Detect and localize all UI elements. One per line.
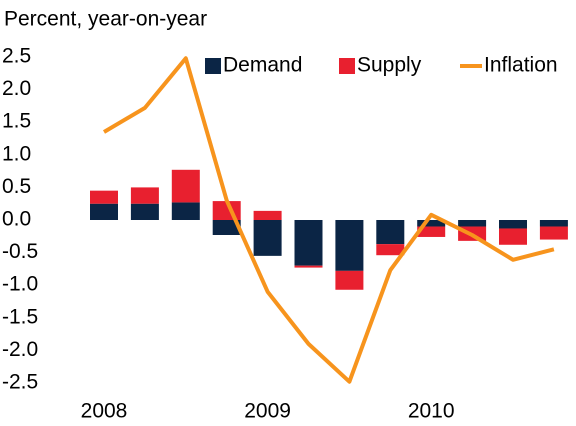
chart-title: Percent, year-on-year [4,8,207,31]
y-tick-label: -1.5 [2,305,38,328]
y-tick-label: -1.0 [2,273,38,296]
y-tick-label: 2.5 [2,45,31,68]
legend-swatch [339,58,355,74]
bar [539,226,568,240]
bar [417,220,446,227]
y-tick-label: 2.0 [2,77,31,100]
bar [253,220,282,256]
bar [499,220,527,229]
bar [130,187,159,204]
bar [253,210,282,220]
y-tick-label: -0.5 [2,240,38,263]
x-tick-label: 2009 [244,400,291,423]
y-tick-label: 1.5 [2,110,31,133]
bar [90,190,118,204]
bar [376,220,405,245]
bar [539,220,568,227]
legend-label: Demand [223,54,302,77]
y-tick-label: -2.5 [2,371,38,394]
bar [499,228,527,245]
legend-label: Inflation [484,54,558,77]
y-tick-label: -2.0 [2,338,38,361]
bar [417,226,446,237]
bar [335,270,364,290]
bar [294,265,323,268]
bar [90,203,118,220]
y-tick-label: 0.5 [2,175,31,198]
bar [130,203,159,220]
bar [212,220,241,235]
bar [376,244,405,256]
bar [335,220,364,271]
bar [458,220,487,227]
bar [171,169,200,203]
y-tick-label: 1.0 [2,142,31,165]
line [102,56,555,384]
bar [294,220,323,266]
bar [171,202,200,220]
y-tick-label: 0.0 [2,208,31,231]
x-tick-label: 2008 [81,400,128,423]
x-tick-label: 2010 [408,400,455,423]
legend-swatch [205,58,221,74]
legend-label: Supply [357,54,422,77]
